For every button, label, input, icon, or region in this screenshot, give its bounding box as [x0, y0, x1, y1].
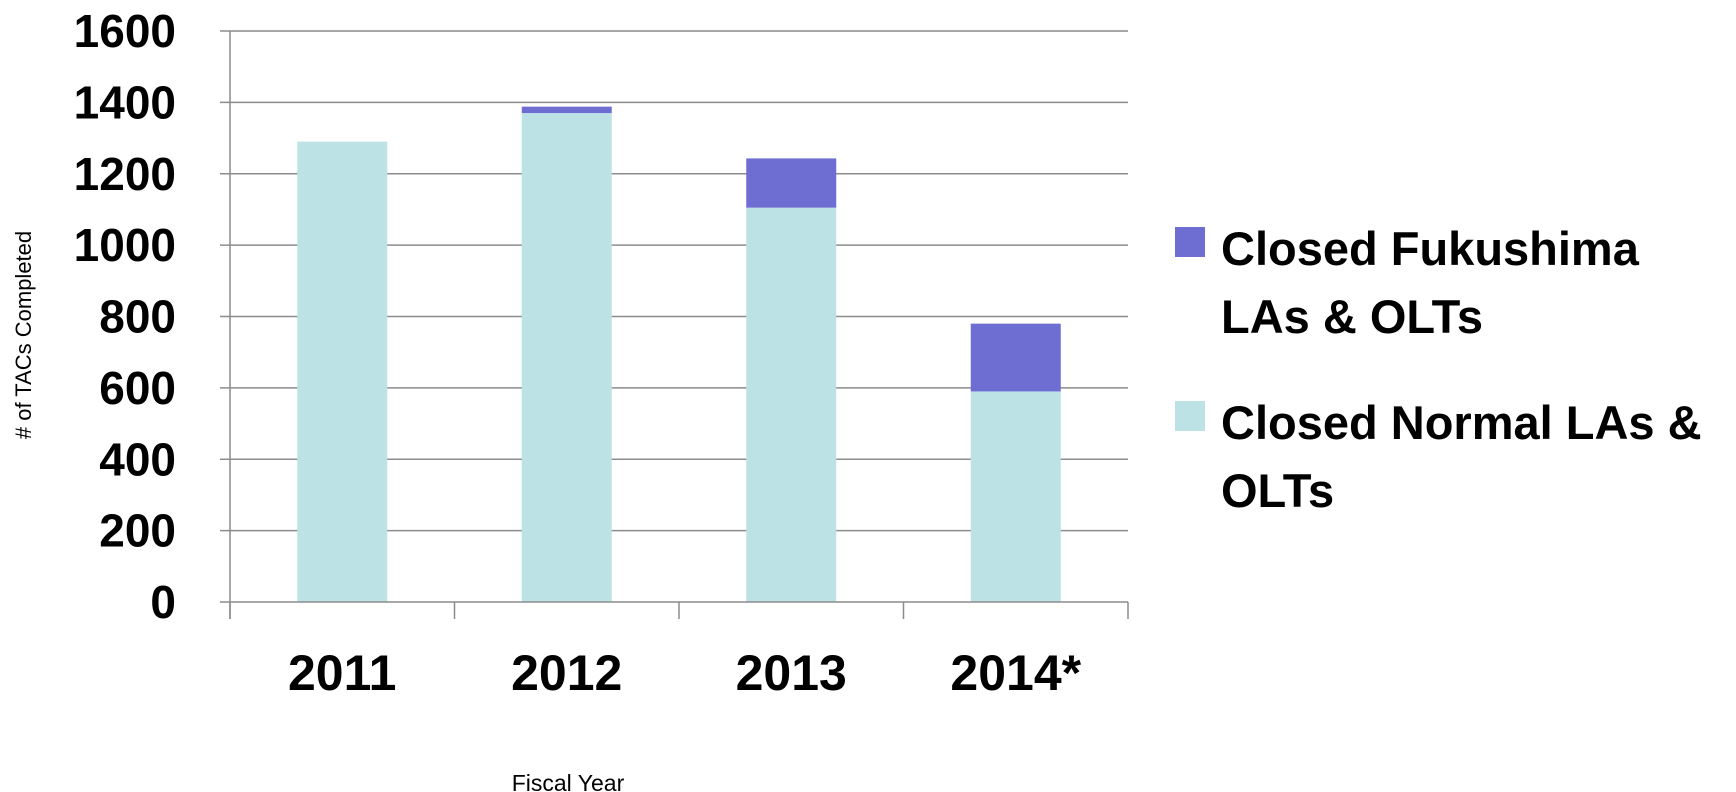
y-tick-label: 1000 — [74, 219, 176, 271]
y-tick-labels: 0 200 400 600 800 1000 1200 1400 1600 — [74, 5, 176, 628]
legend-swatch-normal — [1175, 401, 1205, 431]
legend-swatch-fukushima — [1175, 227, 1205, 257]
x-tick-label: 2011 — [288, 645, 396, 701]
bar-fukushima-3 — [970, 323, 1061, 392]
bars — [297, 106, 1061, 603]
bar-normal-0 — [297, 141, 388, 602]
x-tick-label: 2012 — [511, 645, 622, 701]
bar-normal-2 — [746, 207, 837, 602]
legend-item-normal: Closed Normal LAs & OLTs — [1175, 389, 1735, 525]
x-axis-title: Fiscal Year — [512, 770, 625, 792]
bar-normal-1 — [521, 113, 612, 603]
axes — [229, 31, 1129, 619]
y-axis-title: # of TACs Completed — [11, 231, 36, 439]
legend-item-fukushima: Closed Fukushima LAs & OLTs — [1175, 215, 1735, 351]
y-tick-label: 600 — [99, 362, 176, 414]
y-tick-label: 0 — [150, 576, 176, 628]
y-tick-label: 200 — [99, 505, 176, 557]
x-tick-labels: 2011 2012 2013 2014* — [288, 645, 1082, 701]
bar-fukushima-1 — [521, 106, 612, 114]
y-tick-label: 400 — [99, 433, 176, 485]
y-tick-label: 1200 — [74, 148, 176, 200]
bar-normal-3 — [970, 391, 1061, 602]
y-tick-label: 1600 — [74, 5, 176, 57]
legend: Closed Fukushima LAs & OLTs Closed Norma… — [1175, 215, 1735, 563]
x-tick-label: 2013 — [736, 645, 847, 701]
legend-label-normal: Closed Normal LAs & OLTs — [1221, 396, 1702, 517]
bar-fukushima-2 — [746, 158, 837, 208]
y-tick-label: 800 — [99, 291, 176, 343]
y-tick-label: 1400 — [74, 76, 176, 128]
x-tick-label: 2014* — [950, 645, 1081, 701]
legend-label-fukushima: Closed Fukushima LAs & OLTs — [1221, 222, 1639, 343]
